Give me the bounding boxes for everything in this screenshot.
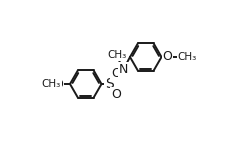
Text: CH₃: CH₃ — [177, 52, 197, 62]
Text: N: N — [119, 63, 128, 76]
Text: S: S — [105, 77, 114, 91]
Text: O: O — [111, 67, 121, 80]
Text: O: O — [53, 78, 63, 90]
Text: O: O — [163, 51, 172, 63]
Text: CH₃: CH₃ — [42, 79, 61, 89]
Text: O: O — [111, 88, 121, 101]
Text: CH₃: CH₃ — [107, 50, 126, 60]
